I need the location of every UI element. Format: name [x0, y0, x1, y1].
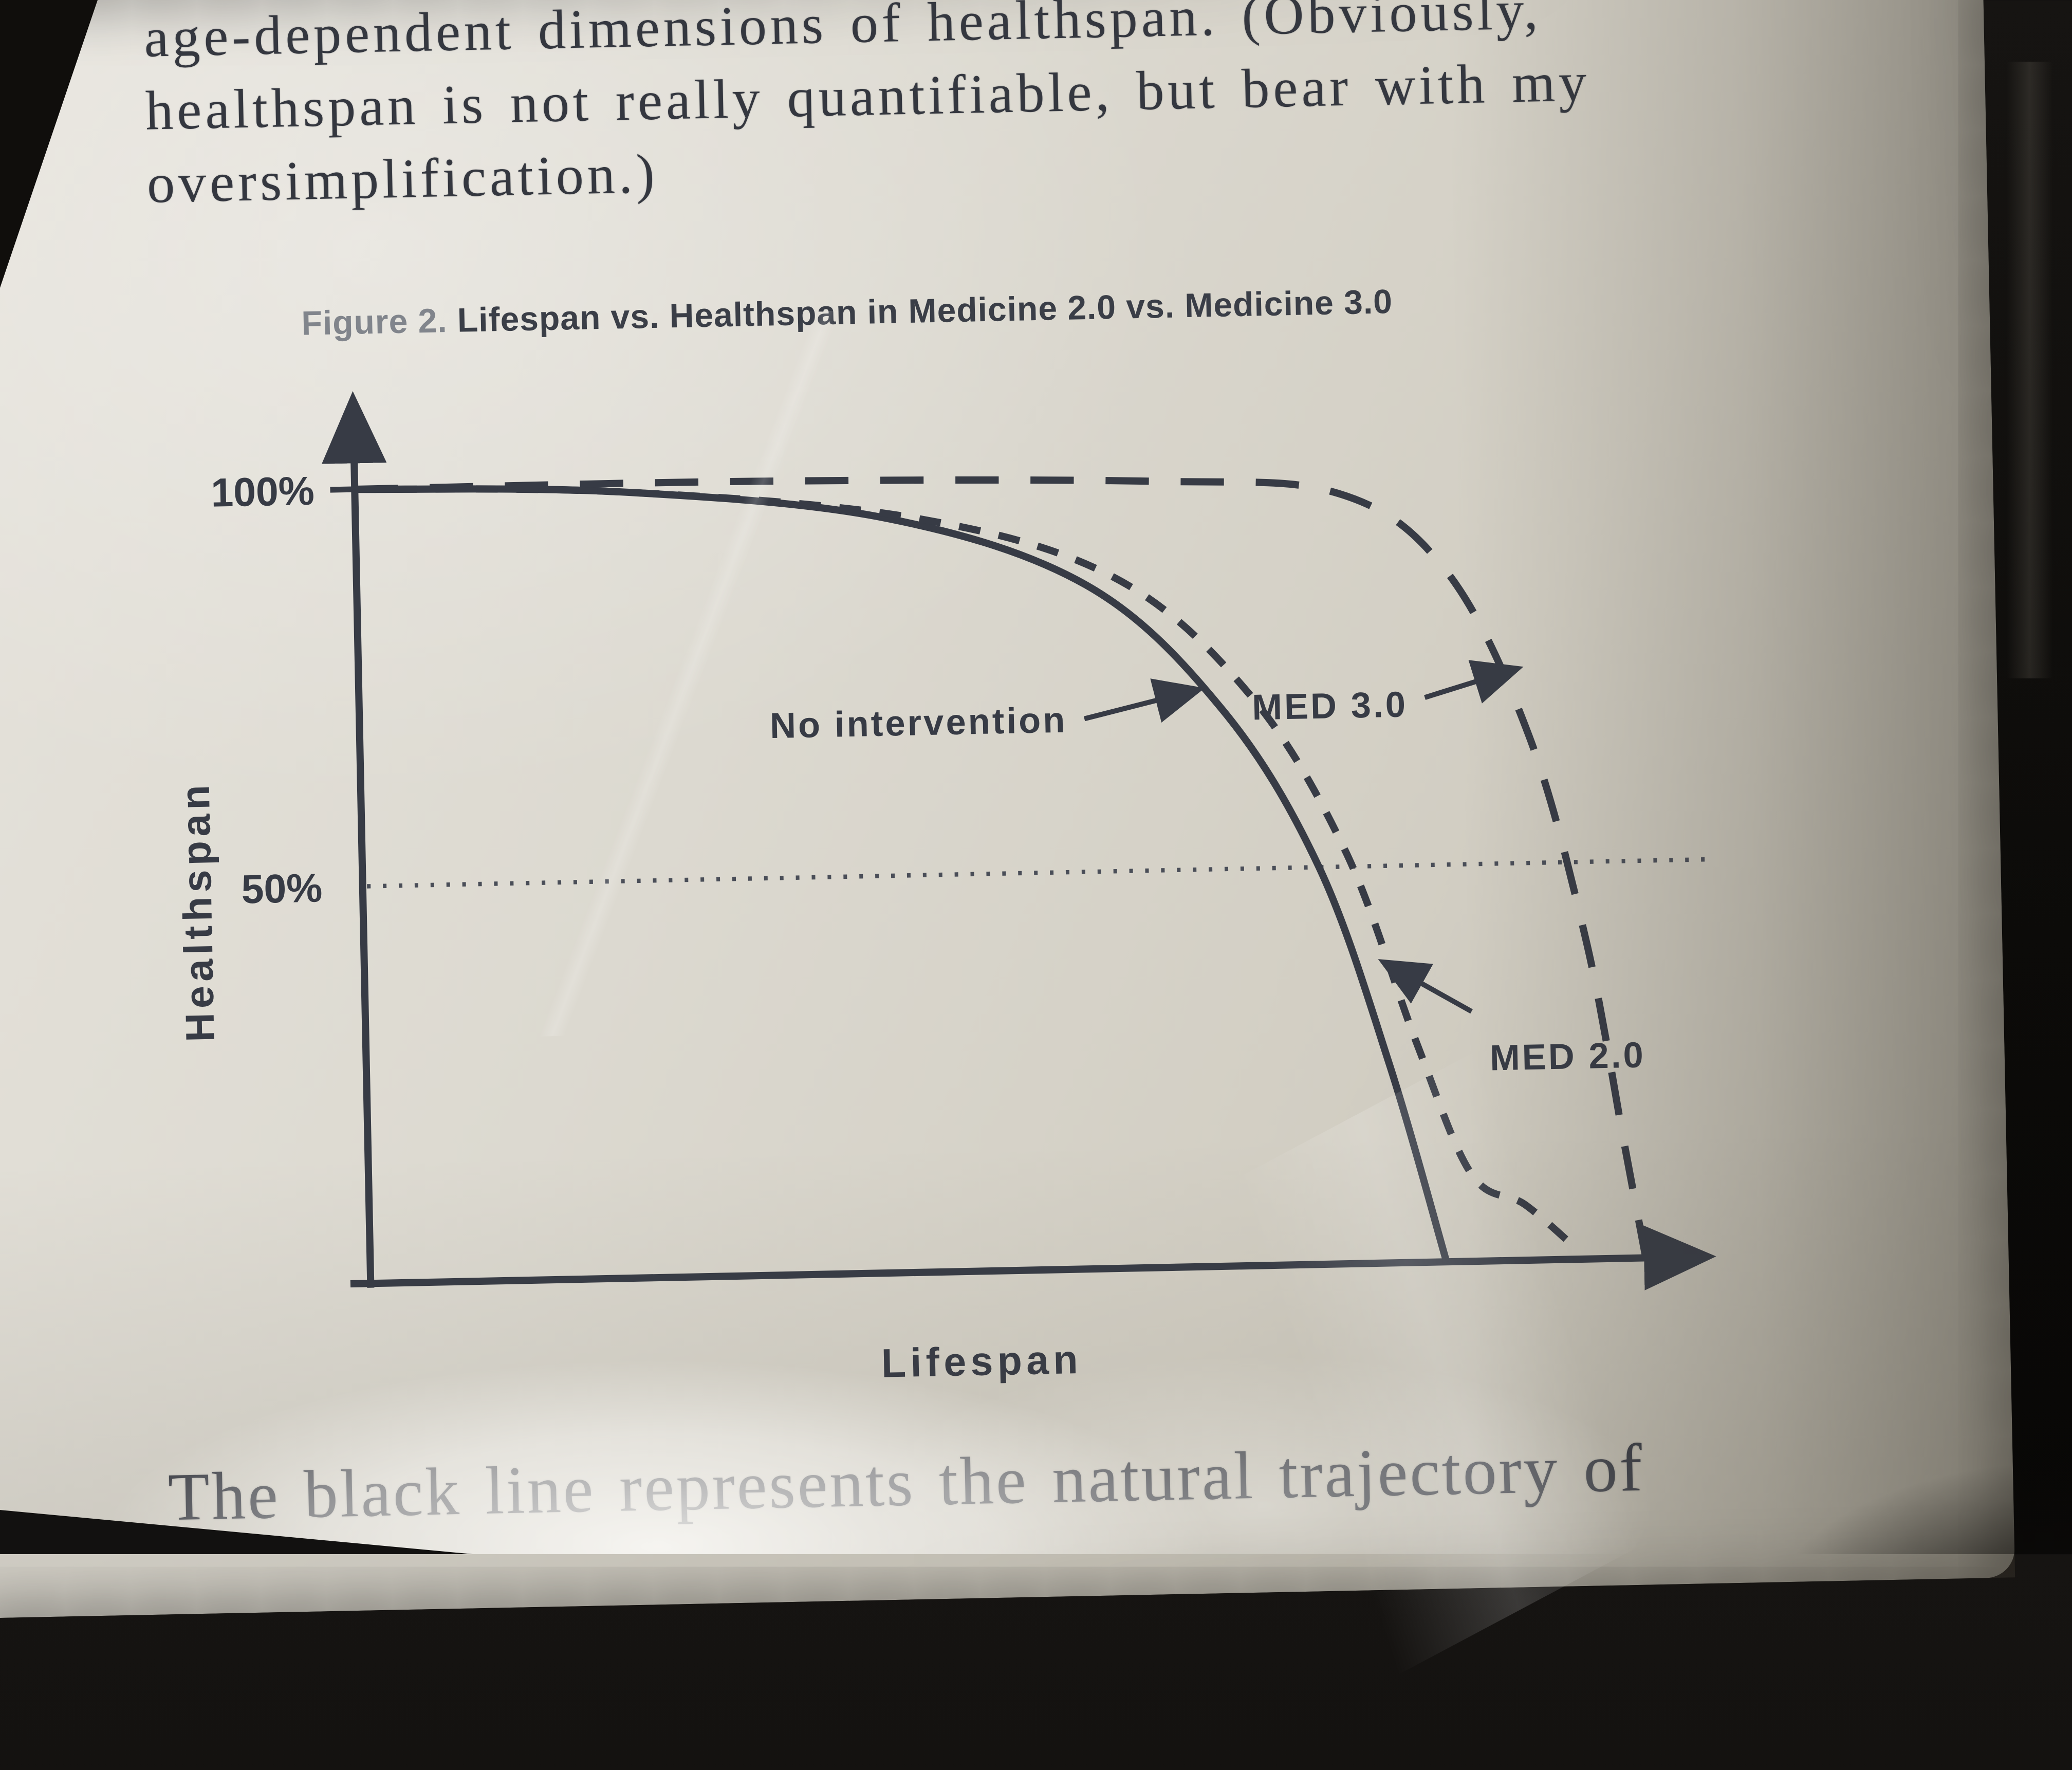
- bezel-sheen-right: [2007, 62, 2053, 678]
- y-axis: [322, 391, 387, 1288]
- x-axis: [350, 1225, 1716, 1290]
- ytick-100-label: 100%: [211, 468, 315, 515]
- label-med-2-0: MED 2.0: [1489, 1034, 1645, 1078]
- series-no-intervention: [355, 485, 1450, 1263]
- x-axis-title: Lifespan: [881, 1337, 1083, 1386]
- ytick-50-label: 50%: [241, 865, 323, 912]
- body-paragraph-top: age-dependent dimensions of healthspan. …: [143, 0, 1956, 221]
- series-med-2-0: [355, 485, 1582, 1254]
- y-axis-title: Healthspan: [173, 780, 223, 1042]
- chart-svg: 100% 50% Healthspan Lifespan No interven…: [173, 391, 1716, 1386]
- lifespan-healthspan-chart: 100% 50% Healthspan Lifespan No interven…: [62, 260, 1760, 1448]
- series-group: [355, 476, 1650, 1263]
- ereader-screen: age-dependent dimensions of healthspan. …: [0, 0, 2015, 1619]
- series-med-3-0: [355, 476, 1650, 1259]
- arrow-no-intervention: [1083, 678, 1205, 723]
- label-no-intervention: No intervention: [769, 699, 1067, 746]
- arrow-med-3-0: [1424, 660, 1524, 704]
- reference-line-50: [367, 857, 1706, 889]
- book-page-content: age-dependent dimensions of healthspan. …: [0, 0, 2015, 1619]
- label-med-3-0: MED 3.0: [1252, 684, 1408, 727]
